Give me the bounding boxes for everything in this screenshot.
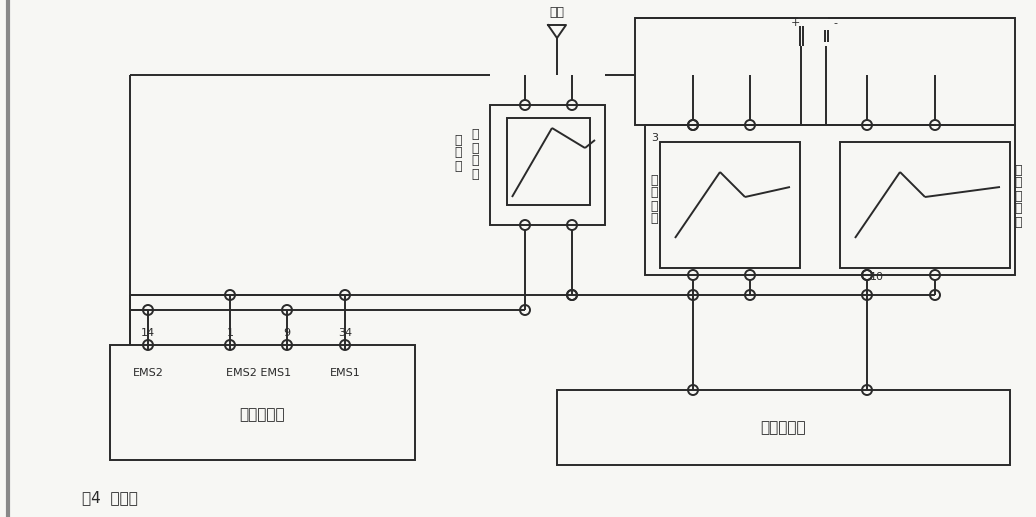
- Text: 器: 器: [651, 212, 658, 225]
- Text: 1: 1: [227, 328, 233, 338]
- Text: EMS2 EMS1: EMS2 EMS1: [226, 368, 291, 378]
- Text: 图4  电路图: 图4 电路图: [82, 491, 138, 506]
- Text: EMS1: EMS1: [329, 368, 361, 378]
- Bar: [557, 390, 1010, 465]
- Text: 触: 触: [1014, 203, 1021, 216]
- Text: +: +: [790, 18, 800, 28]
- Bar: [507, 118, 589, 205]
- Bar: [645, 125, 1015, 275]
- Text: 继: 继: [454, 133, 462, 146]
- Text: -: -: [833, 18, 837, 28]
- Text: 接: 接: [1014, 190, 1021, 203]
- Text: 电池管理器: 电池管理器: [239, 407, 285, 422]
- Text: 流: 流: [471, 142, 479, 155]
- Bar: [660, 142, 800, 268]
- Text: 10: 10: [870, 272, 884, 282]
- Text: 负: 负: [1014, 163, 1021, 176]
- Text: EMS2: EMS2: [133, 368, 164, 378]
- Text: 14: 14: [141, 328, 155, 338]
- Text: 极: 极: [1014, 176, 1021, 190]
- Bar: [490, 105, 605, 225]
- Text: 接: 接: [651, 187, 658, 200]
- Bar: [110, 345, 415, 460]
- Text: 电: 电: [454, 146, 462, 160]
- Text: 器: 器: [454, 160, 462, 173]
- Text: 器: 器: [1014, 216, 1021, 229]
- Text: 触: 触: [651, 200, 658, 212]
- Text: 9: 9: [284, 328, 290, 338]
- Text: 车载充电器: 车载充电器: [760, 420, 806, 435]
- Text: 常电: 常电: [549, 6, 565, 19]
- Text: 电: 电: [471, 168, 479, 180]
- Text: 34: 34: [338, 328, 352, 338]
- Bar: [840, 142, 1010, 268]
- Text: 3: 3: [651, 133, 658, 143]
- Text: 交: 交: [471, 129, 479, 142]
- Bar: [635, 18, 1015, 125]
- Text: 充: 充: [471, 155, 479, 168]
- Text: 主: 主: [651, 174, 658, 187]
